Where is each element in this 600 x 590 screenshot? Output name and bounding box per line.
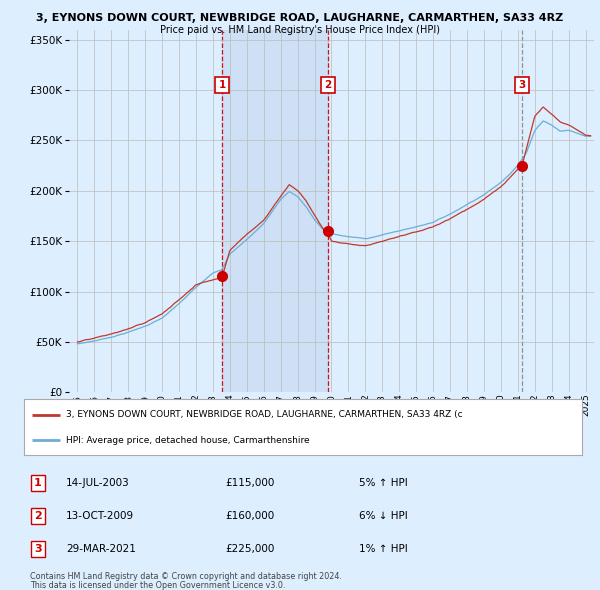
Text: Price paid vs. HM Land Registry's House Price Index (HPI): Price paid vs. HM Land Registry's House … [160, 25, 440, 35]
Text: Contains HM Land Registry data © Crown copyright and database right 2024.: Contains HM Land Registry data © Crown c… [30, 572, 342, 581]
Text: 29-MAR-2021: 29-MAR-2021 [66, 544, 136, 554]
Text: 13-OCT-2009: 13-OCT-2009 [66, 511, 134, 521]
Text: £160,000: £160,000 [225, 511, 274, 521]
Text: 3: 3 [34, 544, 42, 554]
Text: 2: 2 [34, 511, 42, 521]
Text: £115,000: £115,000 [225, 478, 274, 488]
Text: 3: 3 [518, 80, 526, 90]
Text: 1: 1 [34, 478, 42, 488]
Text: 5% ↑ HPI: 5% ↑ HPI [359, 478, 407, 488]
Text: 2: 2 [325, 80, 332, 90]
Bar [222, 30, 328, 392]
Text: 14-JUL-2003: 14-JUL-2003 [66, 478, 130, 488]
Text: 3, EYNONS DOWN COURT, NEWBRIDGE ROAD, LAUGHARNE, CARMARTHEN, SA33 4RZ: 3, EYNONS DOWN COURT, NEWBRIDGE ROAD, LA… [37, 13, 563, 23]
Text: 1: 1 [218, 80, 226, 90]
Text: £225,000: £225,000 [225, 544, 274, 554]
Text: 6% ↓ HPI: 6% ↓ HPI [359, 511, 407, 521]
Text: 3, EYNONS DOWN COURT, NEWBRIDGE ROAD, LAUGHARNE, CARMARTHEN, SA33 4RZ (c: 3, EYNONS DOWN COURT, NEWBRIDGE ROAD, LA… [66, 410, 463, 419]
Text: HPI: Average price, detached house, Carmarthenshire: HPI: Average price, detached house, Carm… [66, 436, 310, 445]
Text: 1% ↑ HPI: 1% ↑ HPI [359, 544, 407, 554]
Text: This data is licensed under the Open Government Licence v3.0.: This data is licensed under the Open Gov… [30, 581, 286, 589]
